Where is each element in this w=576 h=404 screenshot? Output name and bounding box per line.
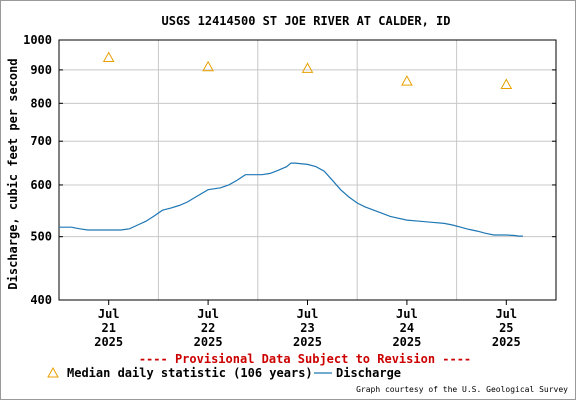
discharge-line <box>59 162 523 237</box>
y-tick-label: 700 <box>30 134 52 148</box>
x-tick-label: 2025 <box>94 335 123 349</box>
x-axis-ticks: Jul212025Jul222025Jul232025Jul242025Jul2… <box>94 300 521 349</box>
median-marker <box>301 62 314 73</box>
legend: Median daily statistic (106 years) Disch… <box>47 366 401 380</box>
chart-title: USGS 12414500 ST JOE RIVER AT CALDER, ID <box>162 14 451 28</box>
x-tick-label: 2025 <box>293 335 322 349</box>
plot-area-border <box>58 39 557 301</box>
median-marker <box>500 78 513 89</box>
y-axis-ticks: 400 500 600 700 800 900 1000 <box>23 33 556 307</box>
series-layer <box>59 51 523 237</box>
legend-discharge-label: Discharge <box>336 366 401 380</box>
x-tick-label: 23 <box>300 321 314 335</box>
median-marker <box>202 60 214 72</box>
y-tick-label: 800 <box>30 96 52 110</box>
x-tick-label: Jul <box>98 307 120 321</box>
y-tick-label: 900 <box>30 63 52 77</box>
grid-lines <box>59 40 556 300</box>
x-tick-label: 2025 <box>392 335 421 349</box>
x-tick-label: 25 <box>499 321 513 335</box>
x-tick-label: 2025 <box>492 335 521 349</box>
median-marker <box>102 51 115 63</box>
median-marker <box>401 75 413 86</box>
x-tick-label: 22 <box>201 321 215 335</box>
provisional-note: ---- Provisional Data Subject to Revisio… <box>139 352 471 366</box>
x-tick-label: Jul <box>396 307 418 321</box>
x-tick-label: 21 <box>101 321 115 335</box>
legend-median-marker <box>47 366 59 378</box>
x-tick-label: Jul <box>297 307 319 321</box>
x-tick-label: 24 <box>400 321 414 335</box>
usgs-credit: Graph courtesy of the U.S. Geological Su… <box>356 385 568 394</box>
x-tick-label: Jul <box>197 307 219 321</box>
legend-median-label: Median daily statistic (106 years) <box>67 366 313 380</box>
x-tick-label: 2025 <box>194 335 223 349</box>
y-axis-label: Discharge, cubic feet per second <box>6 58 20 289</box>
x-tick-label: Jul <box>495 307 517 321</box>
y-tick-label: 400 <box>30 293 52 307</box>
y-tick-label: 600 <box>30 178 52 192</box>
y-tick-label: 1000 <box>23 33 52 47</box>
y-tick-label: 500 <box>30 230 52 244</box>
